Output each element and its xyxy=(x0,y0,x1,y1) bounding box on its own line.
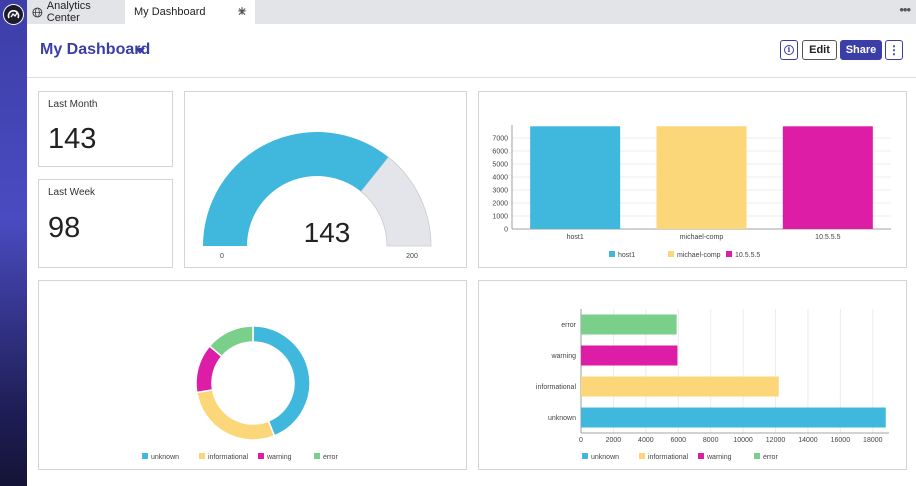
app-name: Analytics Center xyxy=(46,0,91,24)
x-tick-label: 10.5.5.5 xyxy=(815,234,840,241)
legend-swatch xyxy=(698,453,704,459)
y-tick-label: 2000 xyxy=(492,201,508,208)
legend-label: warning xyxy=(706,454,732,461)
y-tick-label: 1000 xyxy=(492,214,508,221)
donut-slice xyxy=(208,325,254,358)
stat-label: Last Month xyxy=(48,99,98,110)
legend-label: michael-comp xyxy=(677,252,721,259)
stat-panel-last-week[interactable]: Last Week 98 xyxy=(38,179,173,268)
bar xyxy=(581,314,677,335)
donut-slice xyxy=(252,325,311,437)
gauge-panel[interactable]: 143 0 200 xyxy=(184,91,467,268)
legend-swatch xyxy=(582,453,588,459)
y-tick-label: 4000 xyxy=(492,175,508,182)
y-tick-label: 7000 xyxy=(492,136,508,143)
donut-slice xyxy=(195,388,276,441)
gauge-track xyxy=(360,156,432,247)
y-tick-label: error xyxy=(561,322,576,329)
legend-label: unknown xyxy=(151,454,179,461)
x-tick-label: host1 xyxy=(567,234,584,241)
legend-label: host1 xyxy=(618,252,635,259)
more-vertical-icon[interactable]: ⋮ xyxy=(885,40,903,60)
gauge-chart: 143 0 200 xyxy=(203,131,432,260)
x-tick-label: 12000 xyxy=(766,437,786,444)
x-tick-label: 0 xyxy=(579,437,583,444)
legend-swatch xyxy=(314,453,320,459)
tab-app-home[interactable]: Analytics Center xyxy=(30,0,125,24)
hosts-bar-chart: 0 1000 2000 3000 4000 5000 6000 7000 host1 michae… xyxy=(492,125,891,259)
legend-swatch xyxy=(668,251,674,257)
bar xyxy=(530,126,621,229)
tab-label: My Dashboard xyxy=(134,6,206,18)
y-tick-label: 5000 xyxy=(492,162,508,169)
legend-label: unknown xyxy=(591,454,619,461)
bar xyxy=(782,126,873,229)
tab-my-dashboard[interactable]: My Dashboard ✕ xyxy=(125,0,255,24)
gauge-max-label: 200 xyxy=(406,253,418,260)
bar xyxy=(656,126,747,229)
close-icon[interactable]: ✕ xyxy=(236,5,247,19)
chevron-down-icon[interactable] xyxy=(135,48,145,54)
x-tick-label: 14000 xyxy=(798,437,818,444)
tab-bar: Analytics Center My Dashboard ✕ + ••• xyxy=(27,0,916,24)
severity-donut-panel[interactable]: unknown informational warning error xyxy=(38,280,467,470)
plus-icon[interactable]: + xyxy=(237,3,247,20)
gauge-min-label: 0 xyxy=(220,253,224,260)
x-tick-label: 16000 xyxy=(831,437,851,444)
stat-value: 143 xyxy=(48,123,97,155)
legend-label: 10.5.5.5 xyxy=(735,252,760,259)
gauge-value-label: 143 xyxy=(304,217,351,248)
x-tick-label: 10000 xyxy=(733,437,753,444)
legend-swatch xyxy=(142,453,148,459)
y-tick-label: warning xyxy=(550,353,576,360)
y-tick-label: 3000 xyxy=(492,188,508,195)
more-horizontal-icon[interactable]: ••• xyxy=(899,2,911,17)
legend-swatch xyxy=(726,251,732,257)
bar xyxy=(581,345,678,366)
severity-bar-chart: 0 2000 4000 6000 8000 10000 12000 14000 16000 180… xyxy=(536,309,889,461)
legend-label: error xyxy=(323,454,338,461)
legend-swatch xyxy=(639,453,645,459)
legend-swatch xyxy=(199,453,205,459)
hosts-bar-panel[interactable]: 0 1000 2000 3000 4000 5000 6000 7000 host1 michae… xyxy=(478,91,907,268)
y-tick-label: 6000 xyxy=(492,149,508,156)
legend-swatch xyxy=(258,453,264,459)
stat-panel-last-month[interactable]: Last Month 143 xyxy=(38,91,173,167)
x-tick-label: 4000 xyxy=(638,437,654,444)
severity-donut-chart: unknown informational warning error xyxy=(142,325,338,461)
bar xyxy=(581,376,779,397)
header-divider xyxy=(27,77,916,78)
y-tick-label: 0 xyxy=(504,227,508,234)
legend-label: informational xyxy=(208,454,249,461)
app-logo-icon[interactable] xyxy=(3,4,24,25)
legend-label: warning xyxy=(266,454,292,461)
bar xyxy=(581,407,886,428)
x-tick-label: 8000 xyxy=(703,437,719,444)
left-rail xyxy=(0,0,27,486)
x-tick-label: michael-comp xyxy=(680,234,724,241)
legend-label: error xyxy=(763,454,778,461)
globe-icon xyxy=(32,7,43,17)
x-tick-label: 6000 xyxy=(670,437,686,444)
edit-button[interactable]: Edit xyxy=(802,40,837,60)
info-icon: i xyxy=(784,45,794,55)
gauge-value-arc xyxy=(203,131,389,246)
x-tick-label: 2000 xyxy=(606,437,622,444)
share-button[interactable]: Share xyxy=(840,40,882,60)
severity-bar-panel[interactable]: 0 2000 4000 6000 8000 10000 12000 14000 16000 180… xyxy=(478,280,907,470)
legend-swatch xyxy=(754,453,760,459)
y-tick-label: informational xyxy=(536,384,577,391)
legend-label: informational xyxy=(648,454,689,461)
stat-value: 98 xyxy=(48,212,81,244)
legend-swatch xyxy=(609,251,615,257)
y-tick-label: unknown xyxy=(548,415,576,422)
stat-label: Last Week xyxy=(48,187,96,198)
page-title[interactable]: My Dashboard xyxy=(40,41,151,58)
x-tick-label: 18000 xyxy=(863,437,883,444)
info-button[interactable]: i xyxy=(780,40,798,60)
